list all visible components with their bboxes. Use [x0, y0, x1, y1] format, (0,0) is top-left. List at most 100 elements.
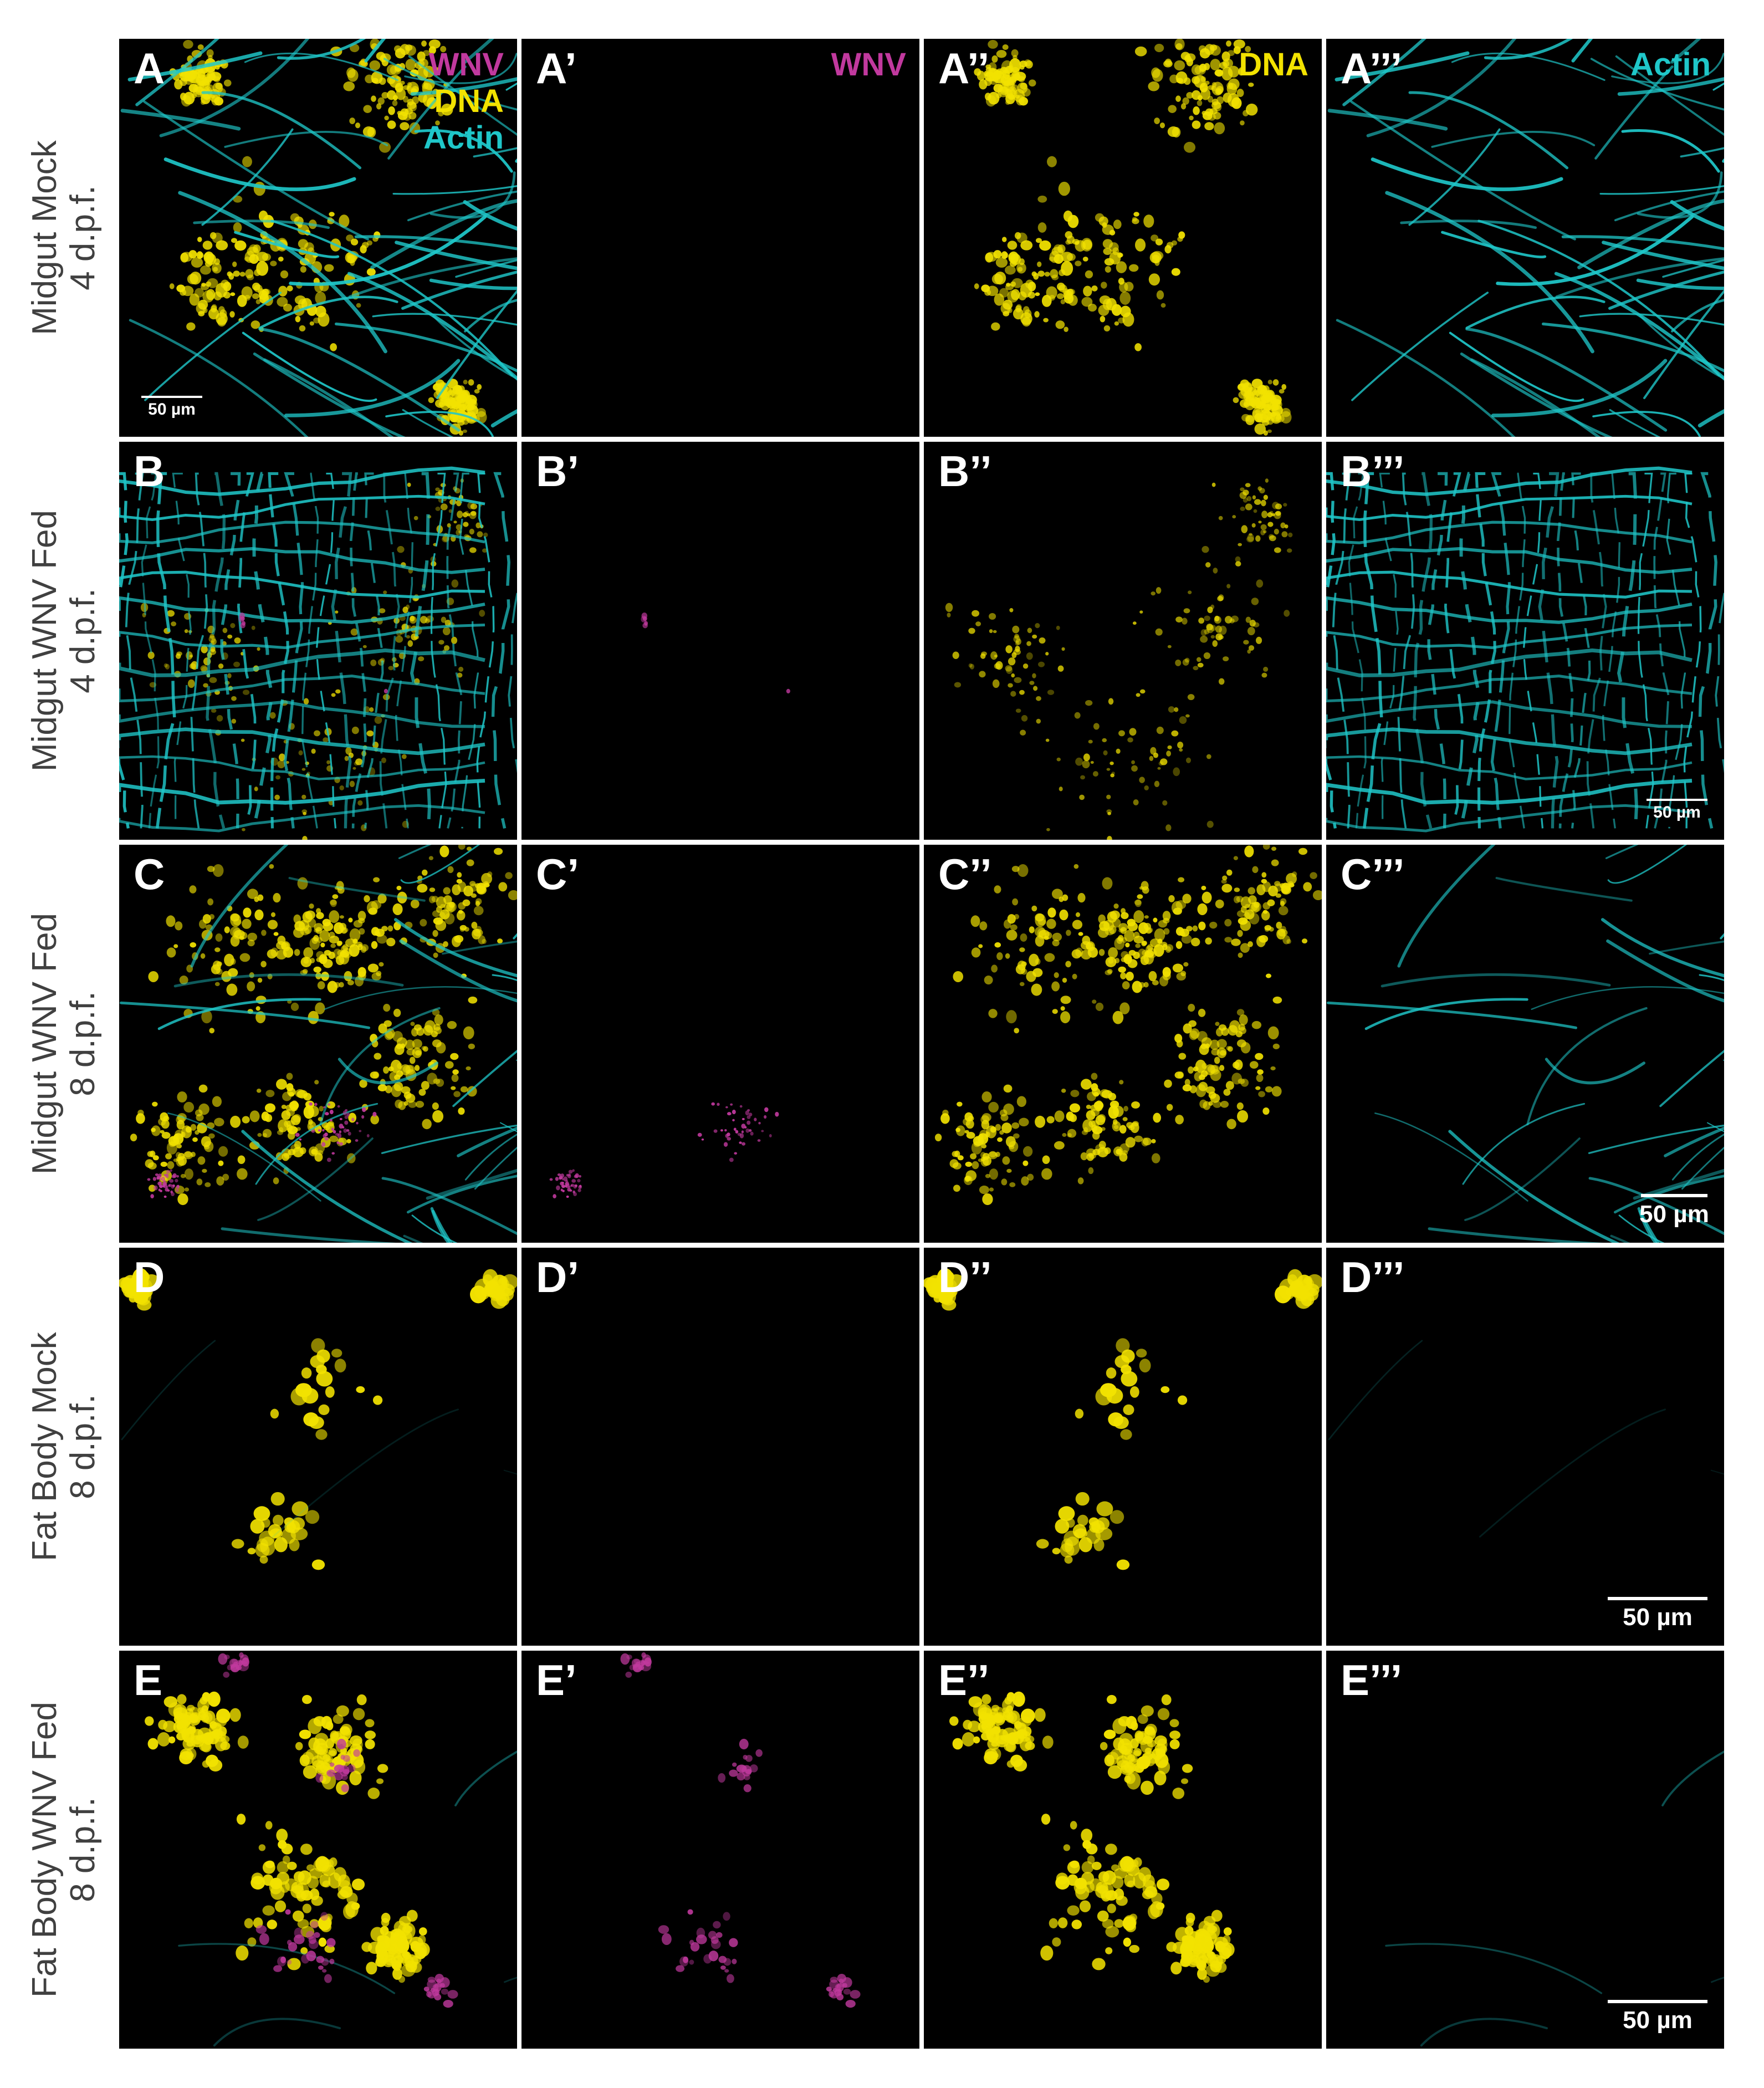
- actin-fiber: [1538, 472, 1560, 829]
- nucleus-spot: [1245, 483, 1251, 487]
- nucleus-spot: [1262, 845, 1270, 850]
- wnv-signal-spot: [326, 1769, 336, 1777]
- nucleus-spot: [1142, 1874, 1155, 1888]
- nucleus-spot: [270, 912, 276, 917]
- actin-fiber: [1496, 215, 1694, 286]
- nucleus-spot: [228, 273, 234, 280]
- nucleus-spot: [1243, 402, 1248, 407]
- actin-fiber: [178, 1943, 396, 1994]
- row-label: Fat Body Mock 8 d.p.f.: [8, 1247, 119, 1646]
- nucleus-spot: [262, 1129, 272, 1138]
- row-label-tissue: Fat Body WNV Fed: [25, 1701, 64, 1998]
- wnv-signal-spot: [163, 1173, 166, 1177]
- nucleus-spot: [1137, 1714, 1148, 1724]
- nucleus-spot: [1103, 750, 1108, 755]
- nucleus-spot: [224, 926, 230, 933]
- actin-fiber: [159, 39, 310, 137]
- nucleus-spot: [1125, 942, 1130, 948]
- wnv-signal-spot: [329, 1110, 334, 1115]
- wnv-signal-spot: [154, 1185, 158, 1191]
- wnv-signal-spot: [708, 1951, 719, 1962]
- nucleus-spot: [452, 1069, 459, 1075]
- nucleus-spot: [188, 1714, 198, 1723]
- actin-fiber: [1374, 1112, 1528, 1202]
- nucleus-spot: [1063, 326, 1068, 333]
- nucleus-spot: [267, 1919, 278, 1929]
- nucleus-spot: [1180, 103, 1187, 110]
- nucleus-spot: [1134, 46, 1147, 57]
- nucleus-spot: [494, 848, 503, 855]
- nucleus-spot: [1017, 864, 1029, 877]
- row-label-tissue: Midgut WNV Fed: [25, 912, 64, 1175]
- actin-fiber: [1408, 91, 1569, 170]
- nucleus-spot: [1106, 794, 1111, 799]
- nucleus-spot: [1254, 499, 1261, 505]
- nucleus-spot: [989, 629, 993, 634]
- nucleus-spot: [1240, 487, 1245, 492]
- nucleus-spot: [428, 856, 434, 860]
- nucleus-spot: [247, 1548, 256, 1555]
- nucleus-spot: [276, 949, 287, 960]
- actin-fiber: [1561, 235, 1724, 251]
- nucleus-spot: [1038, 661, 1045, 667]
- nucleus-spot: [1172, 1788, 1185, 1799]
- nucleus-spot: [187, 273, 198, 284]
- nucleus-spot: [247, 889, 258, 899]
- actin-fiber: [1326, 570, 1693, 599]
- actin-fiber: [1601, 918, 1724, 978]
- nucleus-spot: [1238, 543, 1243, 547]
- nucleus-spot: [979, 921, 988, 931]
- wnv-signal-spot: [323, 1106, 326, 1109]
- nucleus-spot: [460, 1086, 468, 1093]
- nucleus-spot: [1012, 898, 1019, 906]
- nucleus-spot: [1065, 231, 1073, 239]
- nucleus-spot: [1052, 1937, 1061, 1947]
- nucleus-spot: [328, 951, 335, 959]
- nucleus-spot: [249, 972, 254, 978]
- nucleus-spot: [192, 1137, 198, 1142]
- nucleus-spot: [1267, 1026, 1279, 1040]
- actin-fiber: [1326, 547, 1693, 574]
- nucleus-spot: [161, 1119, 170, 1129]
- nucleus-spot: [318, 1404, 330, 1416]
- actin-fiber: [406, 1175, 517, 1214]
- wnv-signal-spot: [717, 1102, 720, 1106]
- nucleus-spot: [458, 1107, 465, 1115]
- nucleus-spot: [388, 1944, 402, 1959]
- wnv-signal-spot: [359, 1130, 362, 1132]
- actin-fiber: [1397, 845, 1496, 968]
- nucleus-spot: [1190, 1028, 1200, 1039]
- wnv-signal-spot: [749, 1764, 758, 1773]
- nucleus-spot: [1275, 510, 1281, 516]
- nucleus-spot: [1197, 100, 1203, 106]
- nucleus-spot: [1060, 995, 1071, 1004]
- nucleus-spot: [1007, 914, 1016, 924]
- nucleus-spot: [1109, 1510, 1124, 1524]
- panel-letter: E’: [536, 1656, 577, 1704]
- wnv-signal-spot: [739, 1739, 749, 1750]
- nucleus-spot: [254, 269, 261, 277]
- wnv-signal-spot: [633, 1658, 641, 1665]
- nucleus-spot: [176, 1143, 182, 1148]
- actin-fiber: [1643, 289, 1724, 400]
- nucleus-spot: [152, 1155, 159, 1161]
- nucleus-spot: [1210, 1069, 1221, 1081]
- nucleus-spot: [1261, 510, 1268, 518]
- nucleus-spot: [463, 1026, 474, 1040]
- nucleus-spot: [1283, 503, 1287, 507]
- nucleus-spot: [201, 1010, 212, 1024]
- nucleus-spot: [1081, 297, 1093, 307]
- nucleus-spot: [939, 1272, 951, 1281]
- nucleus-spot: [1267, 899, 1275, 906]
- nucleus-spot: [163, 663, 168, 668]
- nucleus-spot: [209, 1721, 217, 1729]
- nucleus-spot: [306, 1864, 315, 1871]
- actin-fiber: [257, 1137, 374, 1221]
- nucleus-spot: [252, 293, 260, 299]
- nucleus-spot: [1172, 963, 1184, 973]
- nucleus-spot: [1075, 261, 1082, 267]
- nucleus-spot: [349, 944, 360, 957]
- nucleus-spot: [1236, 1102, 1244, 1110]
- nucleus-spot: [1224, 616, 1233, 624]
- nucleus-spot: [1188, 1066, 1194, 1074]
